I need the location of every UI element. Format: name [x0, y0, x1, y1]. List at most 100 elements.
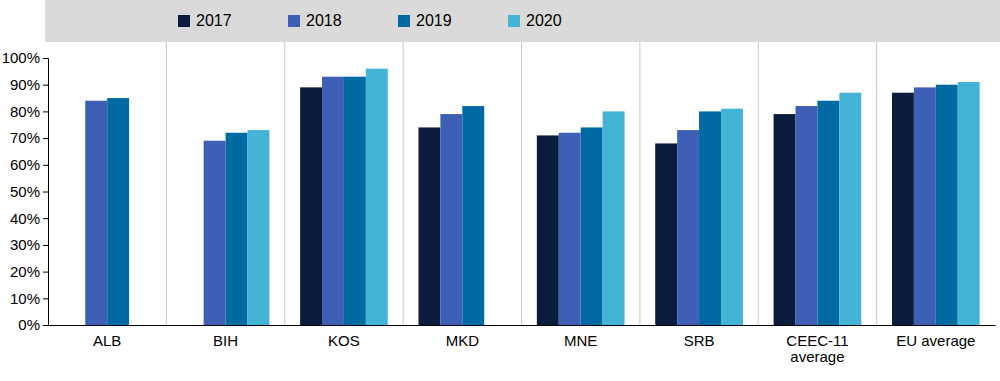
y-tick-label: 60% — [10, 156, 40, 173]
legend-label: 2020 — [526, 12, 562, 29]
separator — [639, 42, 640, 325]
x-axis-line — [49, 325, 996, 326]
y-tick-label: 10% — [10, 290, 40, 307]
y-tick-mark — [43, 298, 48, 299]
separator — [521, 42, 522, 325]
y-tick: 80% — [10, 103, 48, 120]
legend-swatch — [178, 15, 190, 27]
x-tick: CEEC-11average — [786, 325, 848, 365]
bar — [85, 101, 107, 325]
y-tick-mark — [43, 245, 48, 246]
bar — [537, 135, 559, 325]
y-tick-label: 50% — [10, 183, 40, 200]
bar — [322, 77, 344, 325]
x-tick: SRB — [684, 325, 715, 349]
y-tick-label: 40% — [10, 210, 40, 227]
bar — [699, 111, 721, 325]
bar — [204, 141, 226, 325]
legend-background — [45, 0, 1000, 42]
x-tick-label: SRB — [684, 332, 715, 349]
y-tick-label: 0% — [18, 316, 40, 333]
y-tick: 50% — [10, 183, 48, 200]
separator — [166, 42, 167, 325]
bar — [817, 101, 839, 325]
bar — [418, 127, 440, 325]
bar — [958, 82, 980, 325]
x-tick: ALB — [93, 325, 121, 349]
bar — [721, 109, 743, 325]
legend-label: 2018 — [306, 12, 342, 29]
bar — [462, 106, 484, 325]
y-tick-label: 70% — [10, 129, 40, 146]
separator — [876, 42, 877, 325]
bar — [774, 114, 796, 325]
y-axis-line — [43, 59, 49, 326]
bar — [440, 114, 462, 325]
bar — [300, 87, 322, 325]
bar — [559, 133, 581, 325]
bar — [247, 130, 269, 325]
bar — [344, 77, 366, 325]
x-tick-label: CEEC-11average — [786, 332, 848, 366]
y-tick-label: 20% — [10, 263, 40, 280]
y-tick: 40% — [10, 210, 48, 227]
x-tick: MNE — [564, 325, 597, 349]
bar — [914, 87, 936, 325]
y-tick-mark — [43, 192, 48, 193]
x-tick-label: KOS — [328, 332, 360, 349]
bar — [796, 106, 818, 325]
bar — [226, 133, 248, 325]
legend-label: 2017 — [196, 12, 232, 29]
bar — [936, 85, 958, 325]
legend-swatch — [508, 15, 520, 27]
y-tick-mark — [43, 138, 48, 139]
bars — [85, 69, 979, 325]
y-tick-label: 80% — [10, 103, 40, 120]
y-tick-mark — [43, 85, 48, 86]
y-tick: 60% — [10, 156, 48, 173]
y-tick-mark — [43, 272, 48, 273]
legend-label: 2019 — [416, 12, 452, 29]
y-tick-mark — [43, 325, 48, 326]
x-tick-label: EU average — [896, 332, 975, 349]
x-tick-label: ALB — [93, 332, 121, 349]
x-tick: KOS — [328, 325, 360, 349]
x-tick-label: BIH — [213, 332, 238, 349]
bar — [839, 93, 861, 325]
bar — [892, 93, 914, 325]
x-tick: MKD — [446, 325, 480, 349]
y-tick-mark — [43, 58, 48, 59]
y-tick-mark — [43, 165, 48, 166]
x-tick-label: MKD — [446, 332, 480, 349]
x-axis: ALB BIH KOS MKD MNE SRB CEEC-11average EU avera… — [49, 325, 996, 365]
bar — [603, 111, 625, 325]
x-tick-label: MNE — [564, 332, 597, 349]
y-tick: 70% — [10, 129, 48, 146]
y-tick-label: 90% — [10, 76, 40, 93]
x-tick: BIH — [213, 325, 238, 349]
bar — [581, 127, 603, 325]
y-tick: 30% — [10, 236, 48, 253]
y-tick: 20% — [10, 263, 48, 280]
bar — [677, 130, 699, 325]
y-tick-label: 100% — [2, 49, 40, 66]
separators — [166, 42, 876, 325]
y-tick: 10% — [10, 290, 48, 307]
x-tick: EU average — [896, 325, 975, 349]
bar — [655, 143, 677, 325]
separator — [284, 42, 285, 325]
y-tick: 90% — [10, 76, 48, 93]
y-tick-mark — [43, 111, 48, 112]
chart: 2017 2018 2019 2020 0% 10% 20% 30% 40% 50% 60% 70% 8… — [0, 0, 1000, 381]
bar — [366, 69, 388, 325]
y-tick-label: 30% — [10, 236, 40, 253]
legend-swatch — [288, 15, 300, 27]
y-tick-mark — [43, 218, 48, 219]
separator — [758, 42, 759, 325]
y-tick: 100% — [2, 49, 48, 66]
legend: 2017 2018 2019 2020 — [45, 0, 1000, 42]
bar — [107, 98, 129, 325]
y-tick: 0% — [18, 316, 48, 333]
y-axis: 0% 10% 20% 30% 40% 50% 60% 70% 80% 90% 100% — [2, 49, 49, 333]
separator — [403, 42, 404, 325]
